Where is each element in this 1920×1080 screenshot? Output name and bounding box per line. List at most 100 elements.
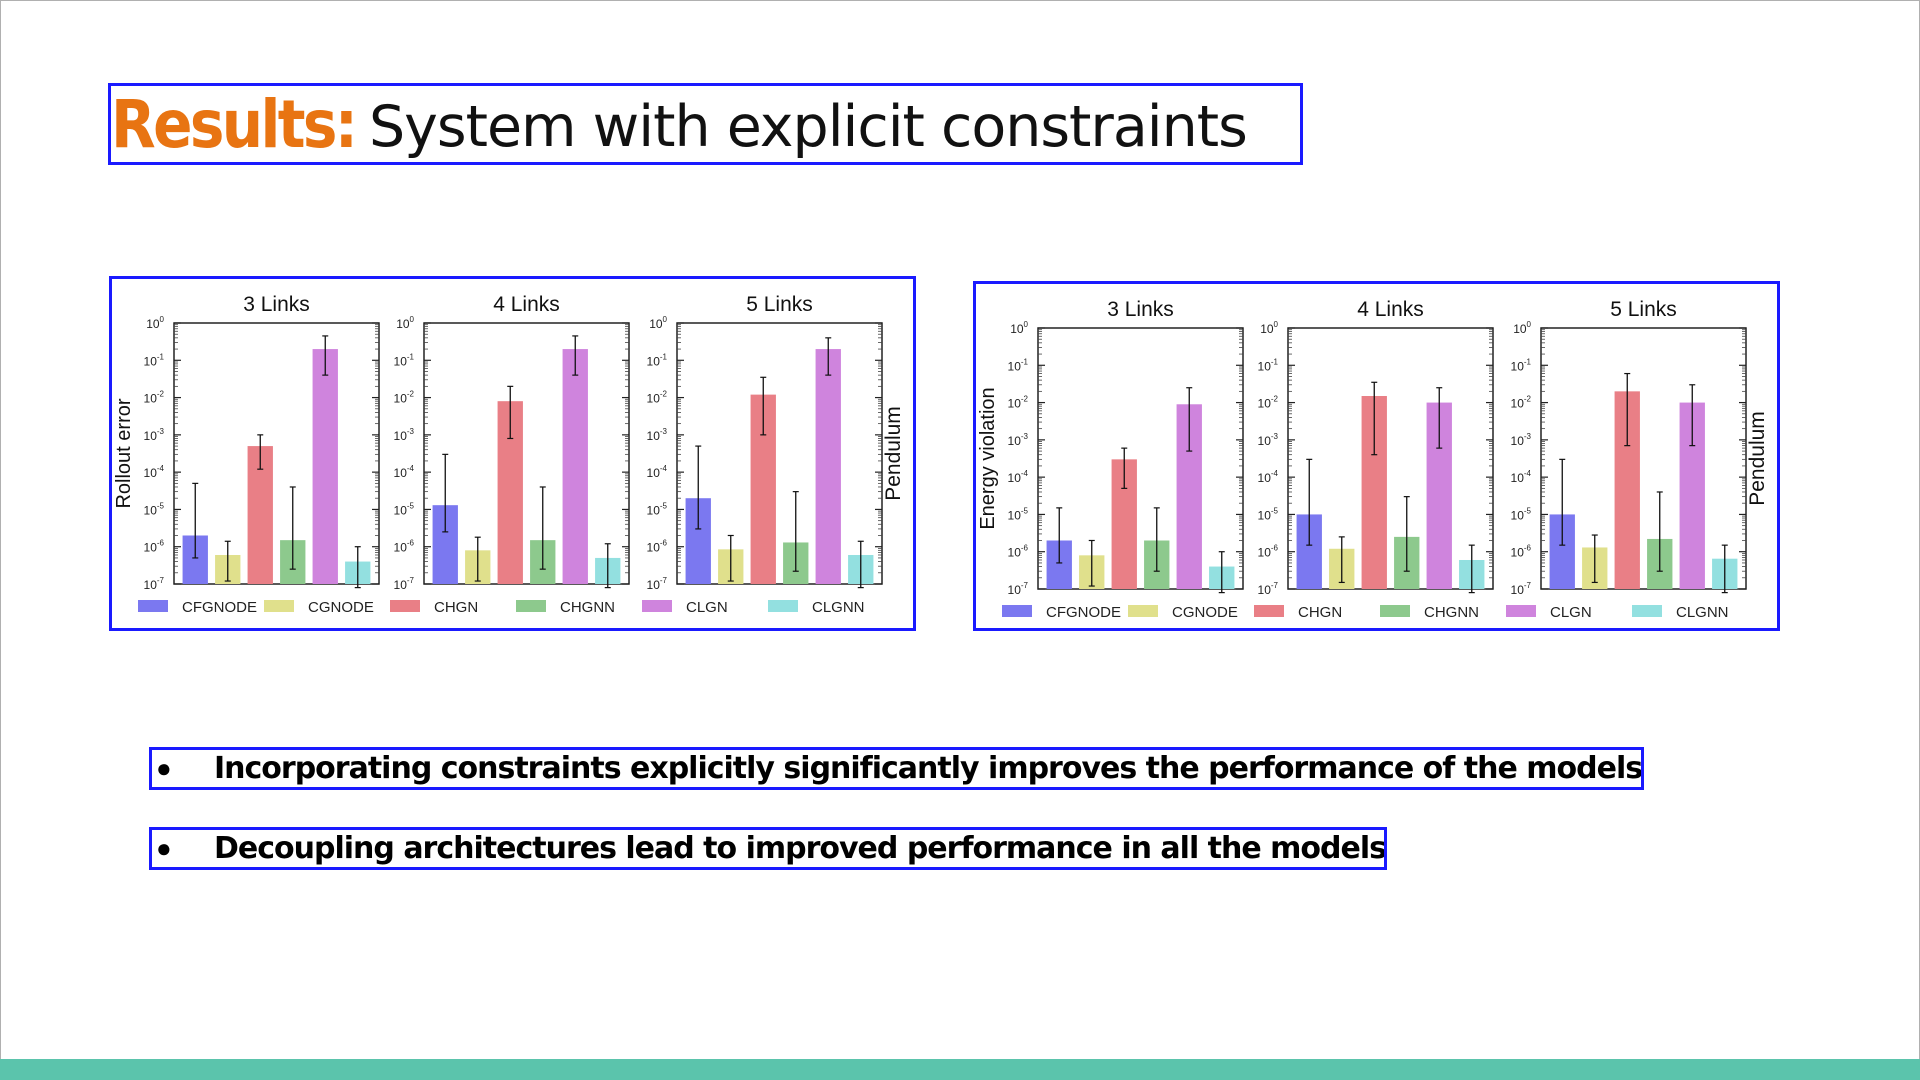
bullet-dot: ● — [156, 833, 172, 863]
chart-panel: 3 Links 100 10-1 10-2 10-3 10-4 10-5 10-6 10-7 — [1008, 298, 1244, 597]
y-tick-label: 10-7 — [1008, 581, 1029, 597]
legend-swatch — [1380, 605, 1410, 617]
legend-label: CGNODE — [308, 599, 374, 616]
panel-title: 3 Links — [1107, 298, 1174, 321]
row-label: Pendulum — [882, 406, 905, 501]
y-tick-label: 10-5 — [1008, 506, 1029, 522]
legend-swatch — [1128, 605, 1158, 617]
y-tick-label: 10-6 — [394, 539, 415, 555]
row-label: Pendulum — [1746, 411, 1769, 506]
bullet-dot: ● — [156, 753, 172, 783]
energy-violation-figure: Energy violation Pendulum 3 Links 100 10-1 10… — [973, 281, 1780, 631]
legend-label: CLGN — [1550, 604, 1592, 621]
y-tick-label: 10-5 — [1258, 506, 1279, 522]
panel-title: 4 Links — [493, 293, 560, 316]
footer-bar — [0, 1059, 1920, 1080]
title-text: System with explicit constraints — [369, 94, 1248, 160]
chart-panel: 4 Links 100 10-1 10-2 10-3 10-4 10-5 10-6 10-7 — [1258, 298, 1494, 597]
panel-frame — [173, 322, 380, 585]
y-tick-label: 100 — [649, 315, 667, 331]
y-axis-label: Rollout error — [113, 398, 135, 508]
y-tick-label: 10-4 — [1511, 469, 1532, 485]
bar — [562, 349, 588, 584]
y-tick-label: 100 — [1513, 320, 1531, 336]
rollout-error-chart: Rollout error Pendulum 3 Links 100 10-1 10-2 1… — [113, 293, 905, 616]
legend-label: CGNODE — [1172, 604, 1238, 621]
panel-frame — [1540, 327, 1747, 590]
legend-label: CFGNODE — [182, 599, 257, 616]
y-tick-label: 10-3 — [144, 427, 165, 443]
legend-swatch — [1254, 605, 1284, 617]
panel-title: 5 Links — [746, 293, 813, 316]
rollout-error-figure: Rollout error Pendulum 3 Links 100 10-1 10-2 1… — [109, 276, 916, 631]
legend-swatch — [516, 600, 546, 612]
y-tick-label: 10-1 — [144, 352, 165, 368]
y-tick-label: 10-6 — [1511, 544, 1532, 560]
bar — [312, 349, 338, 584]
y-tick-label: 10-7 — [647, 576, 668, 592]
legend-label: CHGNN — [560, 599, 615, 616]
y-tick-label: 10-4 — [1008, 469, 1029, 485]
y-tick-label: 10-4 — [1258, 469, 1279, 485]
y-tick-label: 10-5 — [394, 501, 415, 517]
y-tick-label: 10-5 — [1511, 506, 1532, 522]
legend-swatch — [390, 600, 420, 612]
y-tick-label: 10-2 — [1008, 395, 1029, 411]
legend-swatch — [1506, 605, 1536, 617]
legend-label: CHGNN — [1424, 604, 1479, 621]
y-tick-label: 10-1 — [1511, 357, 1532, 373]
chart-panel: 4 Links 100 10-1 10-2 10-3 10-4 10-5 10-6 10-7 — [394, 293, 630, 592]
y-tick-label: 100 — [396, 315, 414, 331]
y-tick-label: 10-2 — [144, 390, 165, 406]
y-tick-label: 10-4 — [394, 464, 415, 480]
y-tick-label: 10-7 — [1511, 581, 1532, 597]
panel-frame — [1037, 327, 1244, 590]
y-tick-label: 10-7 — [394, 576, 415, 592]
y-tick-label: 10-2 — [1258, 395, 1279, 411]
legend-label: CHGN — [434, 599, 478, 616]
chart-panel: 5 Links 100 10-1 10-2 10-3 10-4 10-5 10-6 10-7 — [1511, 298, 1747, 597]
legend-swatch — [642, 600, 672, 612]
y-tick-label: 10-6 — [1008, 544, 1029, 560]
y-tick-label: 10-4 — [647, 464, 668, 480]
slide-title: Results: System with explicit constraint… — [108, 83, 1303, 165]
panel-title: 5 Links — [1610, 298, 1677, 321]
legend-swatch — [264, 600, 294, 612]
y-tick-label: 10-1 — [1258, 357, 1279, 373]
y-axis-label: Energy violation — [977, 387, 999, 529]
bullet-text: Decoupling architectures lead to improve… — [214, 831, 1386, 866]
y-tick-label: 10-6 — [1258, 544, 1279, 560]
y-tick-label: 10-4 — [144, 464, 165, 480]
y-tick-label: 10-1 — [647, 352, 668, 368]
y-tick-label: 10-2 — [1511, 395, 1532, 411]
y-tick-label: 100 — [146, 315, 164, 331]
energy-violation-chart: Energy violation Pendulum 3 Links 100 10-1 10… — [977, 298, 1769, 621]
y-tick-label: 10-3 — [647, 427, 668, 443]
y-tick-label: 10-7 — [1258, 581, 1279, 597]
title-accent: Results: — [111, 86, 358, 163]
bullet-item: ● Decoupling architectures lead to impro… — [149, 827, 1387, 870]
y-tick-label: 10-3 — [1008, 432, 1029, 448]
y-tick-label: 10-3 — [1258, 432, 1279, 448]
bullet-item: ● Incorporating constraints explicitly s… — [149, 747, 1644, 790]
legend-swatch — [1632, 605, 1662, 617]
chart-panel: 5 Links 100 10-1 10-2 10-3 10-4 10-5 10-6 10-7 — [647, 293, 883, 592]
chart-panel: 3 Links 100 10-1 10-2 10-3 10-4 10-5 10-6 10-7 — [144, 293, 380, 592]
legend-label: CLGN — [686, 599, 728, 616]
y-tick-label: 10-2 — [394, 390, 415, 406]
chart-legend: CFGNODE CGNODE CHGN CHGNN CLGN CLGNN — [1002, 604, 1729, 621]
y-tick-label: 10-5 — [144, 501, 165, 517]
y-tick-label: 10-2 — [647, 390, 668, 406]
y-tick-label: 100 — [1010, 320, 1028, 336]
panel-title: 3 Links — [243, 293, 310, 316]
y-tick-label: 10-6 — [647, 539, 668, 555]
legend-label: CLGNN — [1676, 604, 1729, 621]
y-tick-label: 100 — [1260, 320, 1278, 336]
y-tick-label: 10-7 — [144, 576, 165, 592]
legend-label: CFGNODE — [1046, 604, 1121, 621]
chart-legend: CFGNODE CGNODE CHGN CHGNN CLGN CLGNN — [138, 599, 865, 616]
legend-swatch — [138, 600, 168, 612]
legend-label: CHGN — [1298, 604, 1342, 621]
y-tick-label: 10-1 — [1008, 357, 1029, 373]
bar — [815, 349, 841, 584]
